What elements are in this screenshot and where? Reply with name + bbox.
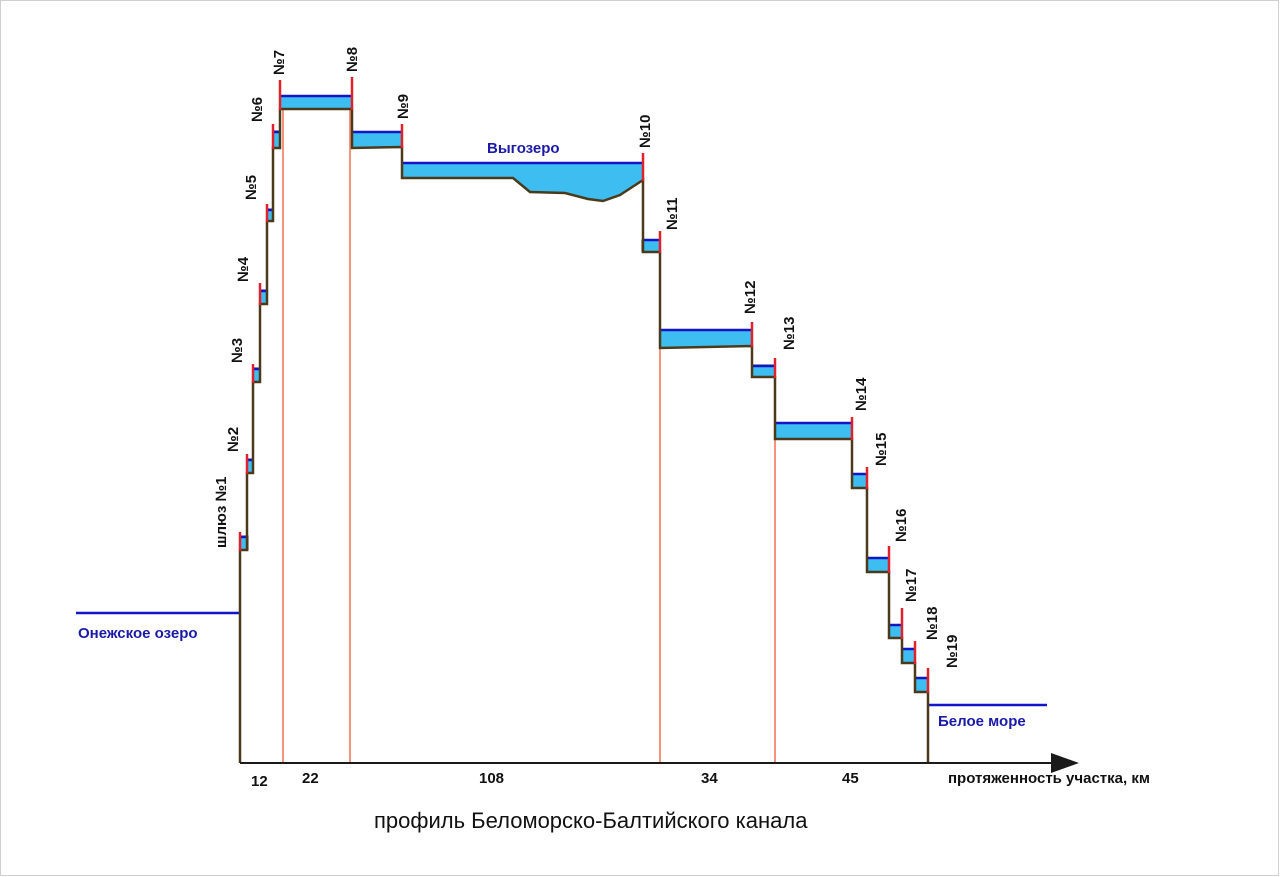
pool-15 — [866, 557, 890, 573]
vygozero-label: Выгозеро — [487, 140, 560, 157]
length-4: 34 — [701, 770, 718, 787]
pool-13 — [774, 422, 853, 440]
length-3: 108 — [479, 770, 504, 787]
lock-label-9: №9 — [395, 94, 412, 119]
lock-label-11: №11 — [664, 197, 681, 230]
lock-label-13: №13 — [781, 317, 798, 350]
lock-label-18: №18 — [924, 607, 941, 640]
lock-label-15: №15 — [873, 433, 890, 466]
lock-label-8: №8 — [344, 47, 361, 72]
pool-14 — [851, 473, 868, 489]
pool-10 — [641, 239, 661, 253]
lock-label-5: №5 — [243, 175, 260, 200]
lock-labels: шлюз №1 №2 №3 №4 №5 №6 №7 №8 №9 №10 №11 … — [213, 47, 961, 668]
lock-label-17: №17 — [903, 569, 920, 602]
lock-label-3: №3 — [229, 338, 246, 363]
lock-label-4: №4 — [235, 256, 252, 282]
lock-label-2: №2 — [225, 427, 242, 452]
pool-18 — [914, 677, 929, 693]
pool-8 — [351, 131, 403, 149]
section-dividers — [282, 96, 776, 763]
lock-label-7: №7 — [271, 50, 288, 75]
pool-17 — [901, 648, 916, 664]
onega-lake-label: Онежское озеро — [78, 625, 198, 642]
lock-label-14: №14 — [853, 377, 870, 411]
water-pools — [239, 95, 929, 693]
lock-label-19: №19 — [944, 635, 961, 668]
pool-16 — [888, 624, 903, 639]
lock-gates — [238, 77, 930, 693]
lock-label-16: №16 — [893, 509, 910, 542]
axis-label: протяженность участка, км — [948, 770, 1150, 787]
lock-label-1: шлюз №1 — [213, 476, 230, 548]
pool-7 — [279, 95, 353, 110]
lock-label-6: №6 — [249, 97, 266, 122]
length-1: 12 — [251, 773, 268, 790]
lock-label-12: №12 — [742, 281, 759, 314]
pool-vygozero — [401, 162, 644, 202]
white-sea-label: Белое море — [938, 713, 1026, 730]
section-lengths: 12 22 108 34 45 — [251, 770, 859, 790]
length-2: 22 — [302, 770, 319, 787]
length-5: 45 — [842, 770, 859, 787]
lock-label-10: №10 — [637, 115, 654, 148]
diagram-title: профиль Беломорско-Балтийского канала — [374, 808, 808, 833]
